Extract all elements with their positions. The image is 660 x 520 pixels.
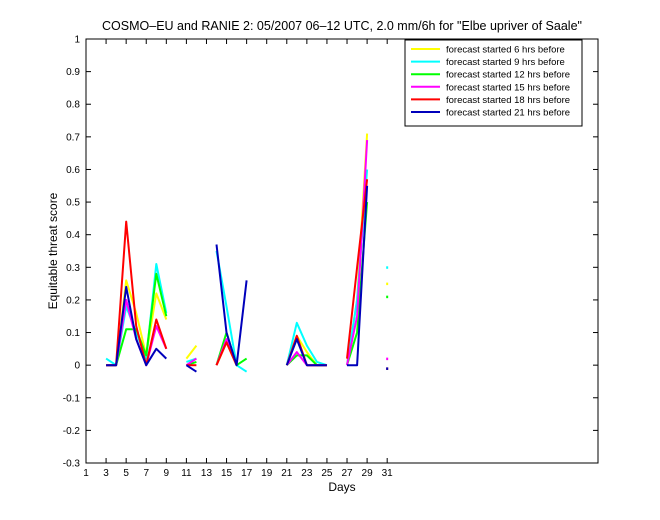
series-line — [285, 321, 328, 367]
y-tick-label: 0.5 — [66, 198, 80, 209]
series-point — [386, 357, 389, 361]
legend-label: forecast started 6 hrs before — [446, 45, 565, 56]
series-line — [185, 364, 197, 373]
y-tick-label: 0 — [74, 361, 80, 372]
x-tick-label: 1 — [83, 468, 89, 479]
y-tick-label: 0.8 — [66, 100, 80, 111]
x-tick-label: 21 — [281, 468, 293, 479]
series-line — [185, 344, 198, 360]
x-tick-label: 19 — [261, 468, 273, 479]
series-line — [215, 244, 248, 367]
y-tick-label: 0.3 — [66, 263, 80, 274]
chart-title: COSMO–EU and RANIE 2: 05/2007 06–12 UTC,… — [102, 19, 582, 33]
y-axis: -0.3 -0.2 -0.1 0 0.1 0.2 0.3 0.4 0.5 0.6 0.7 0.8 0.9… — [63, 35, 598, 470]
y-tick-label: 0.6 — [66, 165, 80, 176]
legend-label: forecast started 15 hrs before — [446, 82, 570, 93]
y-tick-label: 1 — [74, 35, 80, 46]
series-point — [386, 295, 389, 299]
series-line — [185, 357, 197, 367]
x-tick-label: 25 — [321, 468, 333, 479]
y-tick-label: -0.2 — [63, 426, 81, 437]
legend-label: forecast started 12 hrs before — [446, 70, 570, 81]
x-tick-label: 5 — [123, 468, 129, 479]
series-line — [285, 338, 327, 367]
x-axis: 1 3 5 7 9 11 13 15 17 19 21 23 25 27 29 31 — [83, 39, 393, 479]
y-tick-label: -0.1 — [63, 393, 81, 404]
y-tick-label: 0.1 — [66, 328, 80, 339]
x-tick-label: 31 — [382, 468, 394, 479]
x-tick-label: 23 — [301, 468, 313, 479]
legend-label: forecast started 21 hrs before — [446, 108, 570, 119]
legend-label: forecast started 18 hrs before — [446, 95, 570, 106]
y-tick-label: 0.7 — [66, 132, 80, 143]
x-tick-label: 17 — [241, 468, 253, 479]
y-tick-label: -0.3 — [63, 459, 81, 470]
x-tick-label: 13 — [201, 468, 213, 479]
y-tick-label: 0.9 — [66, 67, 80, 78]
x-tick-label: 15 — [221, 468, 233, 479]
series-line — [346, 179, 369, 359]
y-tick-label: 0.4 — [66, 230, 80, 241]
x-tick-label: 7 — [143, 468, 149, 479]
x-tick-label: 9 — [164, 468, 170, 479]
legend-label: forecast started 9 hrs before — [446, 57, 565, 68]
series-point — [386, 282, 389, 286]
x-tick-label: 11 — [181, 468, 192, 479]
y-axis-label: Equitable threat score — [46, 192, 60, 309]
series-point — [386, 367, 389, 370]
series-line — [347, 185, 369, 367]
x-axis-label: Days — [328, 480, 355, 494]
series-line — [215, 250, 248, 373]
series-line — [346, 140, 369, 366]
y-tick-label: 0.2 — [66, 295, 80, 306]
x-tick-label: 29 — [362, 468, 374, 479]
series-layer — [105, 133, 389, 373]
x-tick-label: 27 — [341, 468, 353, 479]
series-line — [106, 285, 167, 367]
x-tick-label: 3 — [103, 468, 109, 479]
series-point — [386, 266, 389, 269]
